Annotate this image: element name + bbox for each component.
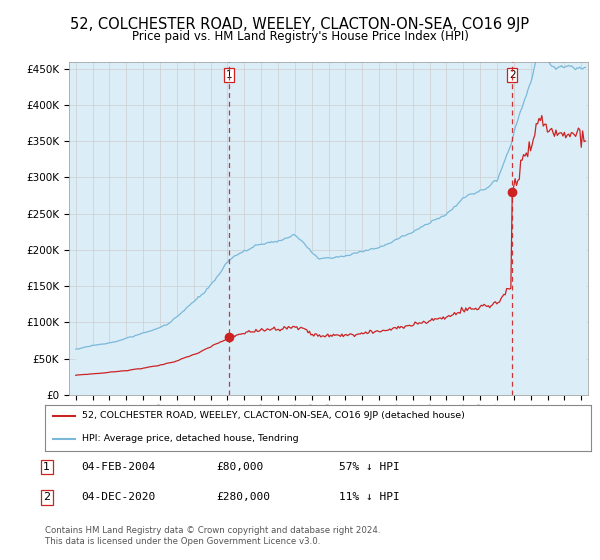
Text: 1: 1 (43, 462, 50, 472)
Text: Contains HM Land Registry data © Crown copyright and database right 2024.
This d: Contains HM Land Registry data © Crown c… (45, 526, 380, 546)
Text: 57% ↓ HPI: 57% ↓ HPI (339, 462, 400, 472)
Text: 2: 2 (509, 70, 515, 80)
Text: £80,000: £80,000 (216, 462, 263, 472)
Text: 52, COLCHESTER ROAD, WEELEY, CLACTON-ON-SEA, CO16 9JP (detached house): 52, COLCHESTER ROAD, WEELEY, CLACTON-ON-… (82, 412, 465, 421)
Text: Price paid vs. HM Land Registry's House Price Index (HPI): Price paid vs. HM Land Registry's House … (131, 30, 469, 43)
Text: 11% ↓ HPI: 11% ↓ HPI (339, 492, 400, 502)
Text: £280,000: £280,000 (216, 492, 270, 502)
Text: 2: 2 (43, 492, 50, 502)
Text: 1: 1 (226, 70, 233, 80)
Text: HPI: Average price, detached house, Tendring: HPI: Average price, detached house, Tend… (82, 435, 299, 444)
Text: 04-FEB-2004: 04-FEB-2004 (81, 462, 155, 472)
Text: 52, COLCHESTER ROAD, WEELEY, CLACTON-ON-SEA, CO16 9JP: 52, COLCHESTER ROAD, WEELEY, CLACTON-ON-… (70, 17, 530, 32)
Text: 04-DEC-2020: 04-DEC-2020 (81, 492, 155, 502)
